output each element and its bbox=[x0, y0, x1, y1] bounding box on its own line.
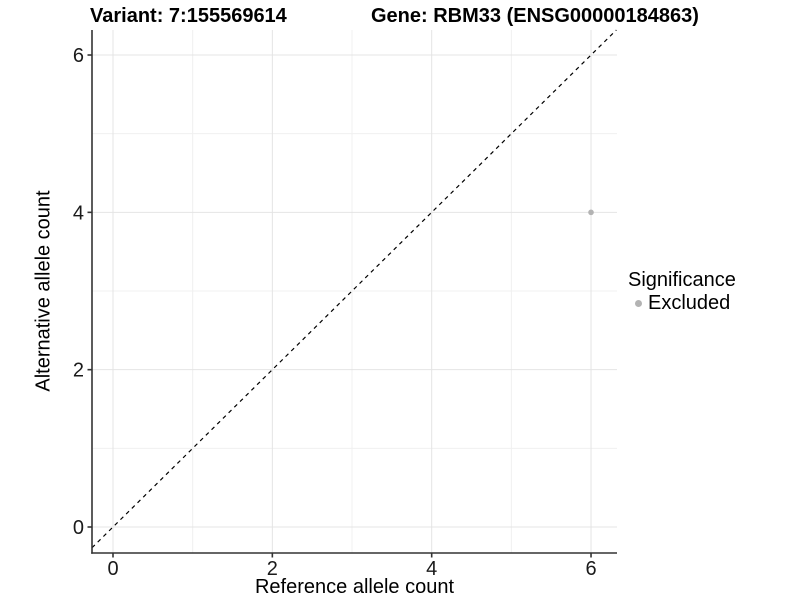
x-tick-label: 4 bbox=[426, 558, 437, 580]
identity-dashed-line bbox=[91, 29, 617, 549]
x-tick-label: 6 bbox=[585, 558, 596, 580]
data-point bbox=[588, 209, 594, 216]
y-tick-label: 6 bbox=[73, 45, 84, 67]
x-tick-label: 0 bbox=[107, 558, 118, 580]
plot-title-variant: Variant: 7:155569614 bbox=[90, 5, 287, 27]
legend-item-label: Excluded bbox=[648, 292, 731, 314]
y-tick-label: 0 bbox=[73, 517, 84, 539]
legend-title: Significance bbox=[628, 269, 736, 291]
plot-title-gene: Gene: RBM33 (ENSG00000184863) bbox=[371, 5, 699, 27]
y-tick-label: 4 bbox=[73, 202, 84, 224]
y-axis-title: Alternative allele count bbox=[32, 190, 55, 392]
legend-point-icon bbox=[635, 300, 642, 307]
x-tick-label: 2 bbox=[267, 558, 278, 580]
legend-item-excluded: Excluded bbox=[628, 292, 736, 315]
y-tick-label: 2 bbox=[73, 360, 84, 382]
x-axis-title: Reference allele count bbox=[254, 576, 454, 598]
legend: Significance Excluded bbox=[628, 269, 736, 315]
